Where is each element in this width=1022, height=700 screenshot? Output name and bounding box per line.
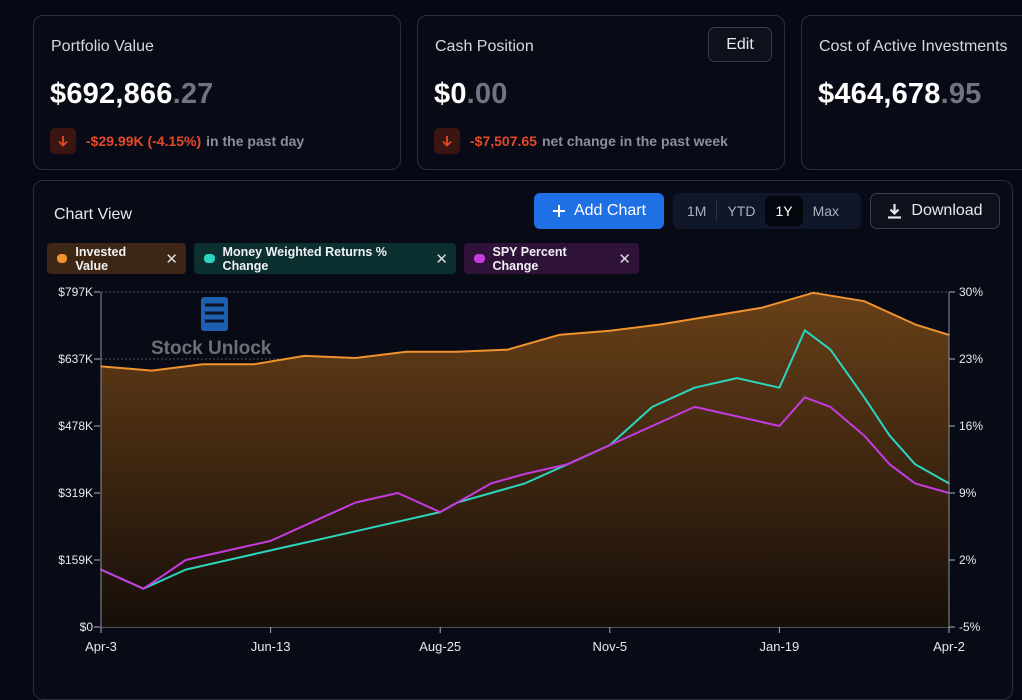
cost-value-main: $464,678	[818, 78, 941, 110]
cash-change-text: net change in the past week	[541, 133, 728, 149]
cash-change-value: -$7,507.65	[470, 133, 537, 149]
legend-dot	[204, 254, 215, 263]
chart-view-title: Chart View	[54, 206, 132, 223]
add-chart-button[interactable]: Add Chart	[534, 193, 664, 229]
download-button[interactable]: Download	[870, 193, 1000, 229]
remove-icon[interactable]: ✕	[165, 250, 178, 268]
cash-value-main: $0	[434, 78, 467, 110]
chart-panel: Chart View Add Chart 1M YTD 1Y Max Downl…	[33, 180, 1013, 700]
chip-label: Invested Value	[75, 244, 127, 273]
portfolio-value-card: Portfolio Value $692,866.27 -$29.99K (-4…	[33, 15, 401, 170]
download-label: Download	[911, 202, 983, 219]
range-ytd-button[interactable]: YTD	[727, 203, 756, 219]
download-icon	[888, 204, 902, 219]
cash-position-amount: $0.00	[434, 78, 508, 111]
cost-title: Cost of Active Investments	[819, 38, 1008, 55]
chip-label: SPY Percent Change	[492, 244, 567, 273]
portfolio-change-value: -$29.99K (-4.15%)	[86, 133, 202, 149]
cash-change-row: -$7,507.65 net change in the past week	[434, 128, 728, 154]
arrow-down-icon	[434, 128, 460, 154]
cash-position-title: Cash Position	[435, 38, 534, 55]
cost-value-cents: .95	[940, 78, 982, 110]
chip-label: Money Weighted Returns % Change	[222, 244, 387, 273]
remove-icon[interactable]: ✕	[618, 250, 631, 268]
arrow-down-icon	[50, 128, 76, 154]
portfolio-change-row: -$29.99K (-4.15%) in the past day	[50, 128, 304, 154]
portfolio-value-title: Portfolio Value	[51, 38, 154, 55]
range-1m-button[interactable]: 1M	[687, 203, 707, 219]
cash-value-cents: .00	[466, 78, 508, 110]
portfolio-value-amount: $692,866.27	[50, 78, 213, 111]
chip-money-weighted-returns: Money Weighted Returns % Change ✕	[194, 243, 456, 274]
chip-spy-percent-change: SPY Percent Change ✕	[464, 243, 639, 274]
divider	[716, 201, 718, 221]
range-max-button[interactable]: Max	[812, 203, 840, 219]
time-range-selector: 1M YTD 1Y Max	[673, 193, 861, 229]
cost-amount: $464,678.95	[818, 78, 981, 111]
range-1y-button[interactable]: 1Y	[765, 196, 803, 226]
edit-button[interactable]: Edit	[708, 27, 772, 62]
remove-icon[interactable]: ✕	[435, 250, 448, 268]
portfolio-value-main: $692,866	[50, 78, 173, 110]
chip-invested-value: Invested Value ✕	[47, 243, 186, 274]
legend-dot	[474, 254, 485, 263]
plus-icon	[552, 205, 565, 217]
cost-active-investments-card: Cost of Active Investments $464,678.95	[801, 15, 1022, 170]
portfolio-value-cents: .27	[172, 78, 214, 110]
portfolio-change-text: in the past day	[206, 133, 305, 149]
add-chart-label: Add Chart	[573, 202, 647, 219]
cash-position-card: Cash Position Edit $0.00 -$7,507.65 net …	[417, 15, 785, 170]
legend-dot	[57, 254, 68, 263]
